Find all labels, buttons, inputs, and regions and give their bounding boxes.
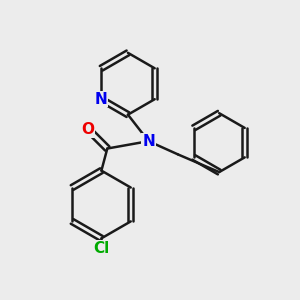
Text: Cl: Cl	[93, 241, 110, 256]
Text: O: O	[82, 122, 95, 137]
Text: N: N	[142, 134, 155, 149]
Text: N: N	[95, 92, 107, 107]
